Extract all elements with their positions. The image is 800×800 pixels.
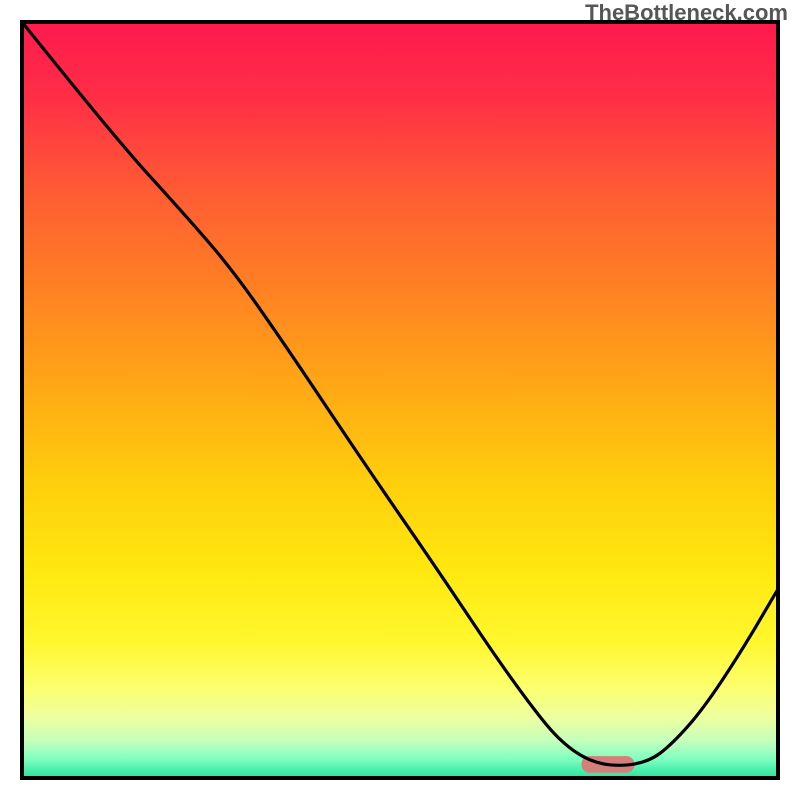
chart-container: TheBottleneck.com <box>0 0 800 800</box>
bottleneck-chart <box>0 0 800 800</box>
gradient-background <box>22 22 778 778</box>
